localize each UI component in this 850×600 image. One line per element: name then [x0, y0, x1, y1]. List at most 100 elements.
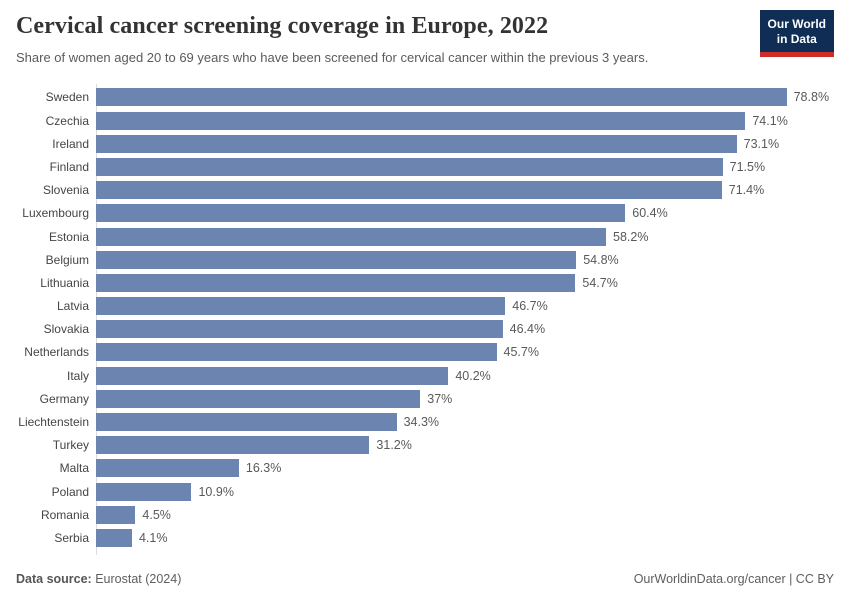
bar-row: Estonia 58.2% — [12, 225, 834, 248]
bar[interactable] — [96, 181, 722, 200]
value-label: 78.8% — [793, 90, 830, 105]
bar-row: Slovenia 71.4% — [12, 179, 834, 202]
value-label: 73.1% — [743, 136, 780, 151]
bar-track: 78.8% — [96, 86, 834, 109]
value-label: 37% — [427, 391, 453, 406]
credit-line: OurWorldinData.org/cancer | CC BY — [633, 572, 834, 586]
bar-row: Sweden 78.8% — [12, 86, 834, 109]
bar-row: Malta 16.3% — [12, 457, 834, 480]
bar-track: 4.5% — [96, 503, 834, 526]
bar-row: Latvia 46.7% — [12, 294, 834, 317]
bar-row: Italy 40.2% — [12, 364, 834, 387]
owid-logo-line1: Our World — [767, 17, 826, 31]
bar-track: 10.9% — [96, 480, 834, 503]
country-label: Romania — [40, 507, 89, 522]
bar[interactable] — [96, 343, 497, 362]
data-source-value: Eurostat (2024) — [91, 572, 182, 586]
bar[interactable] — [96, 320, 503, 339]
value-label: 16.3% — [245, 461, 282, 476]
value-label: 54.8% — [583, 252, 619, 267]
bar-track: 16.3% — [96, 457, 834, 480]
data-source-label: Data source: — [16, 572, 92, 586]
country-label: Italy — [66, 368, 89, 383]
bar[interactable] — [96, 250, 577, 269]
footer: Data source: Eurostat (2024) OurWorldinD… — [12, 572, 834, 586]
country-label: Latvia — [56, 299, 89, 314]
bar-track: 54.8% — [96, 248, 834, 271]
bar[interactable] — [96, 227, 607, 246]
bar-track: 4.1% — [96, 526, 834, 549]
country-label: Sweden — [45, 90, 89, 105]
bar-row: Germany 37% — [12, 387, 834, 410]
bar-track: 31.2% — [96, 434, 834, 457]
bar[interactable] — [96, 204, 626, 223]
bar-track: 71.5% — [96, 155, 834, 178]
country-label: Serbia — [54, 530, 89, 545]
header: Cervical cancer screening coverage in Eu… — [12, 10, 834, 65]
country-label: Czechia — [45, 113, 89, 128]
value-label: 45.7% — [503, 345, 539, 360]
bar-track: 34.3% — [96, 410, 834, 433]
value-label: 34.3% — [403, 415, 440, 430]
country-label: Estonia — [48, 229, 89, 244]
country-label: Slovakia — [43, 322, 89, 337]
owid-logo-line2: in Data — [776, 32, 817, 46]
bar-track: 54.7% — [96, 271, 834, 294]
data-source: Data source: Eurostat (2024) — [16, 572, 181, 586]
bar[interactable] — [96, 413, 397, 432]
value-label: 10.9% — [198, 484, 234, 499]
value-label: 46.7% — [512, 299, 548, 314]
value-label: 71.5% — [729, 159, 766, 174]
bar[interactable] — [96, 366, 449, 385]
value-label: 54.7% — [582, 275, 618, 290]
bar[interactable] — [96, 482, 192, 501]
bar-row: Czechia 74.1% — [12, 109, 834, 132]
value-label: 46.4% — [509, 322, 546, 337]
owid-logo: Our World in Data — [759, 10, 834, 57]
bar-chart: Sweden 78.8% Czechia 74.1% Ireland 73.1% Finla… — [12, 83, 834, 555]
value-label: 4.5% — [142, 507, 171, 522]
bar[interactable] — [96, 157, 723, 176]
bar-track: 60.4% — [96, 202, 834, 225]
bar-row: Belgium 54.8% — [12, 248, 834, 271]
bar[interactable] — [96, 389, 421, 408]
bar-row: Poland 10.9% — [12, 480, 834, 503]
country-label: Germany — [39, 391, 89, 406]
bar-rows: Sweden 78.8% Czechia 74.1% Ireland 73.1% Finla… — [12, 86, 834, 550]
country-label: Slovenia — [42, 183, 89, 198]
bar-row: Serbia 4.1% — [12, 526, 834, 549]
bar-track: 45.7% — [96, 341, 834, 364]
bar-row: Lithuania 54.7% — [12, 271, 834, 294]
country-label: Netherlands — [24, 345, 89, 360]
bar-track: 46.7% — [96, 294, 834, 317]
bar[interactable] — [96, 111, 746, 130]
chart-subtitle: Share of women aged 20 to 69 years who h… — [16, 49, 649, 65]
bar[interactable] — [96, 297, 506, 316]
value-label: 60.4% — [632, 206, 668, 221]
value-label: 71.4% — [728, 183, 765, 198]
country-label: Turkey — [52, 438, 89, 453]
bar-track: 71.4% — [96, 179, 834, 202]
value-label: 4.1% — [138, 530, 168, 545]
bar-row: Ireland 73.1% — [12, 132, 834, 155]
country-label: Lithuania — [40, 275, 89, 290]
bar-track: 73.1% — [96, 132, 834, 155]
country-label: Liechtenstein — [18, 415, 89, 430]
bar[interactable] — [96, 459, 239, 478]
country-label: Ireland — [52, 136, 89, 151]
bar[interactable] — [96, 88, 787, 107]
bar-row: Slovakia 46.4% — [12, 318, 834, 341]
value-label: 40.2% — [455, 368, 491, 383]
value-label: 58.2% — [613, 229, 649, 244]
value-label: 74.1% — [752, 113, 788, 128]
bar[interactable] — [96, 134, 737, 153]
y-axis-line — [96, 83, 97, 555]
bar[interactable] — [96, 505, 136, 524]
bar[interactable] — [96, 436, 370, 455]
bar-track: 40.2% — [96, 364, 834, 387]
bar[interactable] — [96, 273, 576, 292]
chart-title: Cervical cancer screening coverage in Eu… — [16, 13, 549, 39]
bar-row: Turkey 31.2% — [12, 434, 834, 457]
bar[interactable] — [96, 528, 132, 547]
